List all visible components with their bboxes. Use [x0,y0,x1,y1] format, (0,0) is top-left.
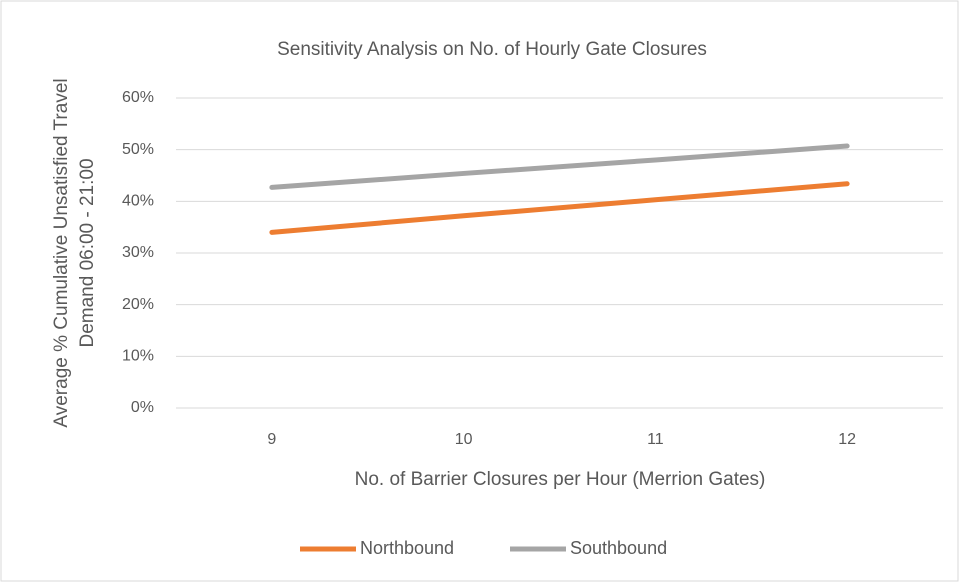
line-series [269,143,850,190]
x-tick-label: 12 [838,431,856,448]
y-tick-label: 50% [122,141,154,158]
chart-title: Sensitivity Analysis on No. of Hourly Ga… [277,39,707,60]
x-tick-label: 9 [267,431,276,448]
y-tick-label: 30% [122,244,154,261]
line-series [269,181,850,235]
y-axis-title-line: Average % Cumulative Unsatisfied Travel [51,78,72,427]
y-tick-label: 0% [131,399,154,416]
legend-label: Northbound [360,538,454,558]
legend-label: Southbound [570,538,667,558]
y-tick-label: 10% [122,348,154,365]
x-axis-title: No. of Barrier Closures per Hour (Merrio… [355,469,766,490]
y-axis-title-line: Demand 06:00 - 21:00 [77,158,98,347]
y-tick-label: 20% [122,296,154,313]
y-tick-label: 60% [122,89,154,106]
y-axis-title: Average % Cumulative Unsatisfied Travel … [51,78,98,427]
x-tick-label: 11 [647,431,664,448]
x-tick-label: 10 [455,431,473,448]
y-tick-label: 40% [122,193,154,210]
